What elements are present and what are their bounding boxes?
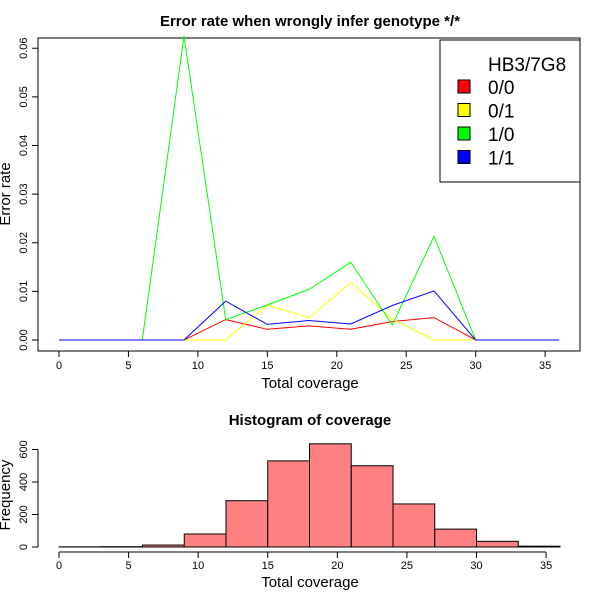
histogram-bar: [267, 460, 310, 548]
bottom-x-axis-label: Total coverage: [261, 574, 359, 591]
bottom-x-tick-label: 30: [470, 560, 482, 572]
top-y-tick-label: 0.01: [18, 281, 30, 302]
top-y-tick-label: 0.06: [18, 38, 30, 59]
top-x-tick-label: 0: [56, 360, 62, 372]
top-x-tick-label: 35: [539, 360, 551, 372]
top-x-tick-label: 10: [192, 360, 204, 372]
bottom-x-tick-label: 20: [331, 560, 343, 572]
legend-swatch: [457, 150, 471, 164]
legend-swatch: [457, 79, 471, 94]
bottom-x-tick-label: 0: [56, 560, 62, 572]
bottom-x-tick-label: 15: [262, 560, 274, 572]
top-x-tick-label: 15: [261, 360, 273, 372]
bottom-y-tick-label: 200: [18, 505, 30, 523]
error-rate-chart: Error rate when wrongly infer genotype *…: [0, 13, 581, 392]
bottom-y-tick-label: 400: [18, 473, 30, 491]
bottom-y-axis: 0 200 400 600: [18, 440, 39, 550]
series-line-0-1: [59, 281, 559, 341]
histogram-bar: [392, 503, 436, 548]
histogram-bar: [183, 533, 227, 548]
bottom-x-axis: 0 5 10 15 20 25 30 35: [56, 551, 552, 572]
legend-label: 1/0: [488, 125, 514, 146]
legend-title: HB3/7G8: [488, 55, 566, 76]
legend-label: 0/0: [488, 78, 514, 99]
bottom-x-tick-label: 5: [126, 560, 132, 572]
top-y-axis-label: Error rate: [0, 162, 14, 225]
histogram-bar: [517, 545, 561, 548]
top-x-tick-label: 25: [400, 360, 412, 372]
histogram-bar: [350, 465, 394, 548]
top-x-tick-label: 20: [331, 360, 343, 372]
legend: HB3/7G8 0/0 0/11/0 1/1: [439, 39, 581, 183]
bottom-x-tick-label: 25: [401, 560, 413, 572]
histogram-bar: [434, 528, 477, 548]
legend-label: 1/1: [488, 149, 514, 170]
top-series-lines: [59, 36, 559, 341]
top-y-axis: 0.00 0.01 0.02 0.03 0.04 0.05 0.06: [18, 38, 38, 351]
top-x-tick-label: 30: [470, 360, 482, 372]
histogram-bar: [309, 443, 352, 548]
top-chart-title: Error rate when wrongly infer genotype *…: [160, 13, 460, 30]
legend-swatch: [457, 103, 471, 117]
series-line-1-1: [59, 290, 559, 341]
bottom-chart-title: Histogram of coverage: [229, 412, 392, 429]
top-x-axis-label: Total coverage: [261, 375, 359, 392]
bottom-y-tick-label: 600: [18, 440, 30, 458]
top-y-tick-label: 0.04: [18, 135, 30, 156]
top-y-tick-label: 0.05: [18, 86, 30, 107]
legend-label: 0/1: [488, 102, 514, 123]
top-y-tick-label: 0.03: [18, 183, 30, 204]
top-y-tick-label: 0.00: [18, 329, 30, 350]
top-y-tick-label: 0.02: [18, 232, 30, 253]
bottom-y-axis-label: Frequency: [0, 459, 14, 530]
bottom-y-tick-label: 0: [18, 544, 30, 550]
histogram-bar: [225, 500, 269, 548]
bottom-x-tick-label: 35: [540, 560, 552, 572]
histogram-bar: [142, 544, 185, 548]
top-x-tick-label: 5: [125, 360, 131, 372]
legend-swatch: [457, 126, 471, 141]
bottom-x-tick-label: 10: [192, 560, 204, 572]
coverage-histogram: Histogram of coverage 0 5 10 15 20 25 30 35 0 20…: [0, 412, 561, 591]
histogram-bars: [58, 443, 561, 548]
top-x-axis: 0 5 10 15 20 25 30 35: [56, 351, 551, 372]
histogram-bar: [476, 540, 519, 548]
legend-items: 0/0 0/11/0 1/1: [457, 78, 514, 170]
